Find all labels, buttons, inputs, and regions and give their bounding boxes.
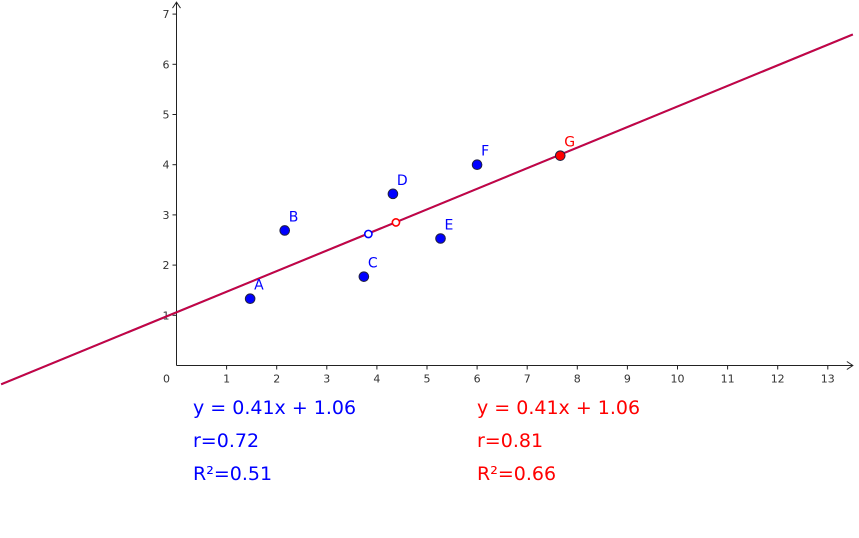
x-tick-label: 13: [821, 373, 835, 386]
x-tick-label: 12: [771, 373, 785, 386]
point-label-f: F: [481, 144, 489, 160]
y-tick-label: 6: [163, 58, 170, 71]
red-equation: y = 0.41x + 1.06: [477, 397, 641, 419]
point-label-g: G: [564, 135, 575, 151]
blue-equation: y = 0.41x + 1.06: [193, 397, 357, 419]
regression-line: [0, 33, 854, 386]
x-tick-label: 6: [474, 373, 481, 386]
red-r-squared: R²=0.66: [477, 463, 557, 485]
x-tick-label: 4: [373, 373, 380, 386]
regression-lines: [0, 33, 854, 386]
y-tick-label: 4: [163, 159, 170, 172]
x-tick-label: 5: [424, 373, 431, 386]
x-tick-label: 7: [524, 373, 531, 386]
x-tick-label: 9: [624, 373, 631, 386]
blue-correlation: r=0.72: [193, 430, 260, 452]
point-g: [554, 150, 566, 161]
x-tick-label: 0: [163, 373, 170, 386]
point-a: [244, 293, 256, 305]
x-axis-arrow: [846, 361, 854, 370]
point-label-d: D: [397, 173, 408, 189]
point-label-a: A: [254, 278, 264, 294]
x-tick-label: 8: [574, 373, 581, 386]
x-tick-label: 11: [721, 373, 735, 386]
x-tick-label: 2: [273, 373, 280, 386]
y-tick-label: 5: [163, 109, 170, 122]
red-regression-stats: y = 0.41x + 1.06 r=0.81 R²=0.66: [477, 392, 640, 491]
point-b: [279, 225, 291, 236]
x-tick-label: 10: [671, 373, 685, 386]
x-tick-label: 3: [323, 373, 330, 386]
data-points: A B C D E F G: [244, 135, 575, 305]
point-label-c: C: [368, 256, 378, 272]
point-c: [358, 271, 370, 282]
x-tick-label: 1: [223, 373, 230, 386]
point-label-e: E: [445, 217, 454, 233]
centroid-point: [391, 218, 401, 227]
y-tick-label: 3: [163, 209, 170, 222]
blue-r-squared: R²=0.51: [193, 463, 273, 485]
blue-regression-stats: y = 0.41x + 1.06 r=0.72 R²=0.51: [193, 392, 356, 491]
point-d: [387, 188, 399, 200]
red-correlation: r=0.81: [477, 430, 544, 452]
y-tick-label: 7: [163, 8, 170, 21]
y-tick-label: 2: [163, 259, 170, 272]
centroid-point: [363, 229, 373, 239]
y-axis-arrow: [172, 1, 181, 9]
point-e: [435, 233, 446, 244]
point-f: [471, 159, 483, 170]
axes: 0123456789101112131234567: [163, 1, 854, 386]
point-label-b: B: [289, 209, 299, 225]
